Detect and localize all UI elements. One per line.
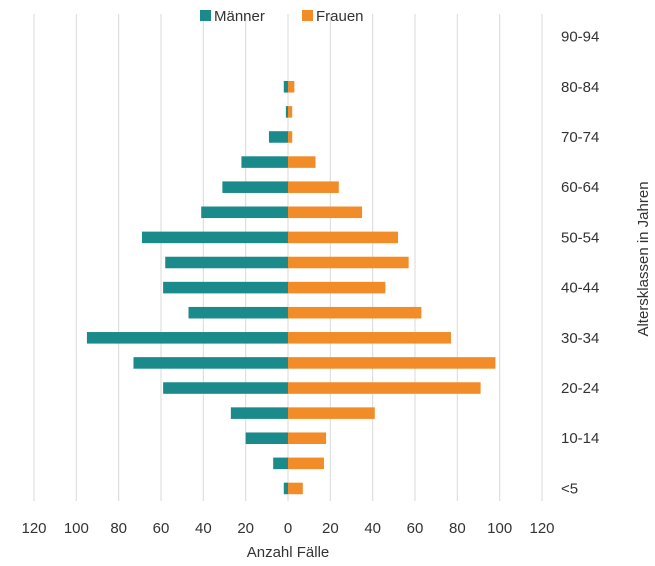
y-tick-label-1: 10-14 (561, 430, 599, 447)
bar-frauen-40-44 (288, 282, 385, 294)
bar-maenner-60-64 (222, 181, 288, 193)
y-axis-title: Altersklassen in Jahren (635, 181, 652, 336)
bar-frauen-80-84 (288, 81, 294, 93)
bar-frauen-<5 (288, 483, 303, 495)
bar-frauen-5-9 (288, 458, 324, 470)
bar-maenner-35-39 (189, 307, 288, 319)
x-tick-label-1: 100 (64, 520, 89, 537)
bar-frauen-35-39 (288, 307, 421, 319)
x-tick-label-5: 20 (237, 520, 254, 537)
bar-maenner-20-24 (163, 382, 288, 394)
x-tick-label-8: 40 (364, 520, 381, 537)
x-tick-labels: 120 100 80 60 40 20 0 20 40 60 80 100 120 (21, 520, 554, 537)
y-tick-label-0: <5 (561, 480, 578, 497)
x-tick-label-0: 120 (21, 520, 46, 537)
x-tick-label-4: 40 (195, 520, 212, 537)
bar-frauen-60-64 (288, 181, 339, 193)
legend-label-maenner: Männer (214, 8, 265, 25)
bar-maenner-80-84 (284, 81, 288, 93)
y-tick-labels: <5 10-14 20-24 30-34 40-44 50-54 60-64 70-74 80-… (561, 29, 599, 498)
x-tick-label-11: 100 (487, 520, 512, 537)
bar-frauen-50-54 (288, 232, 398, 244)
bar-maenner-<5 (284, 483, 288, 495)
y-tick-label-3: 30-34 (561, 330, 599, 347)
bars (87, 81, 496, 494)
bar-maenner-40-44 (163, 282, 288, 294)
bar-maenner-65-69 (241, 156, 288, 168)
x-tick-label-12: 120 (529, 520, 554, 537)
bar-frauen-55-59 (288, 207, 362, 219)
bar-frauen-20-24 (288, 382, 481, 394)
y-tick-label-2: 20-24 (561, 380, 599, 397)
bar-maenner-5-9 (273, 458, 288, 470)
y-tick-label-8: 80-84 (561, 79, 599, 96)
x-tick-label-9: 60 (407, 520, 424, 537)
bar-frauen-10-14 (288, 432, 326, 444)
bar-maenner-15-19 (231, 407, 288, 419)
y-tick-label-7: 70-74 (561, 129, 599, 146)
bar-frauen-75-79 (288, 106, 292, 118)
y-tick-label-9: 90-94 (561, 29, 599, 46)
bar-frauen-65-69 (288, 156, 316, 168)
bar-maenner-30-34 (87, 332, 288, 344)
bar-maenner-50-54 (142, 232, 288, 244)
legend-label-frauen: Frauen (316, 8, 364, 25)
x-tick-label-7: 20 (322, 520, 339, 537)
bar-frauen-15-19 (288, 407, 375, 419)
bar-maenner-70-74 (269, 131, 288, 143)
bar-maenner-55-59 (201, 207, 288, 219)
bar-maenner-45-49 (165, 257, 288, 269)
x-axis-title: Anzahl Fälle (247, 544, 330, 561)
legend-swatch-maenner (200, 10, 211, 21)
bar-frauen-30-34 (288, 332, 451, 344)
bar-maenner-25-29 (133, 357, 288, 369)
x-tick-label-3: 60 (153, 520, 170, 537)
y-tick-label-6: 60-64 (561, 179, 599, 196)
y-tick-label-4: 40-44 (561, 280, 599, 297)
bar-frauen-45-49 (288, 257, 409, 269)
x-tick-label-6: 0 (284, 520, 292, 537)
bar-maenner-75-79 (286, 106, 288, 118)
bar-frauen-70-74 (288, 131, 292, 143)
legend: Männer Frauen (200, 8, 364, 25)
x-tick-label-2: 80 (110, 520, 127, 537)
y-tick-label-5: 50-54 (561, 229, 599, 246)
x-tick-label-10: 80 (449, 520, 466, 537)
legend-swatch-frauen (302, 10, 313, 21)
bar-frauen-25-29 (288, 357, 495, 369)
bar-maenner-10-14 (246, 432, 288, 444)
